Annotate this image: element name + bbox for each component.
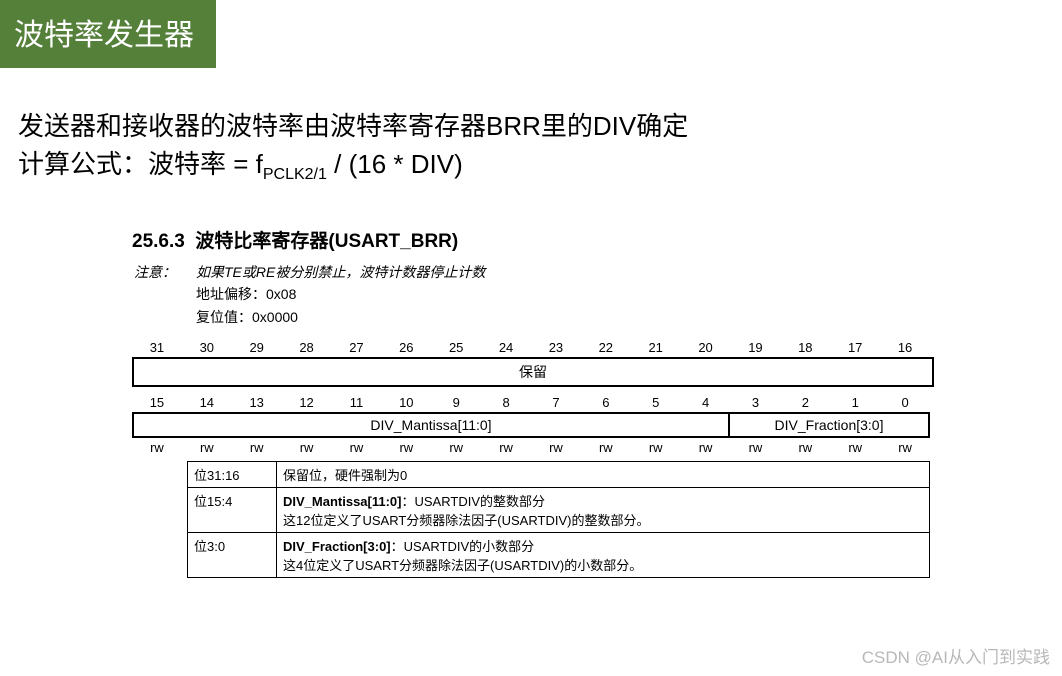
body-text: 发送器和接收器的波特率由波特率寄存器BRR里的DIV确定 计算公式：波特率 = …: [18, 108, 1062, 186]
rw-row: rwrwrwrwrwrwrwrwrwrwrwrwrwrwrwrw: [132, 438, 930, 457]
bits-col: 位31:16: [188, 462, 277, 488]
bit-cell: 30: [182, 338, 232, 357]
register-notes: 注意： 如果TE或RE被分别禁止，波特计数器停止计数 地址偏移：0x08 复位值…: [134, 261, 930, 328]
bit-cell: rw: [780, 438, 830, 457]
bit-cell: rw: [481, 438, 531, 457]
bit-cell: 8: [481, 393, 531, 412]
bit-cell: rw: [581, 438, 631, 457]
bit-cell: rw: [631, 438, 681, 457]
bits-col: 位15:4: [188, 488, 277, 533]
bit-cell: rw: [232, 438, 282, 457]
bit-cell: rw: [282, 438, 332, 457]
bit-cell: 0: [880, 393, 930, 412]
bit-cell: 22: [581, 338, 631, 357]
bit-cell: 15: [132, 393, 182, 412]
bit-cell: rw: [681, 438, 731, 457]
bit-cell: rw: [182, 438, 232, 457]
notes-label: 注意：: [134, 261, 196, 328]
bit-cell: 23: [531, 338, 581, 357]
bit-cell: 19: [731, 338, 781, 357]
field-row: DIV_Mantissa[11:0] DIV_Fraction[3:0]: [132, 412, 930, 438]
bit-cell: rw: [431, 438, 481, 457]
desc-col: 保留位，硬件强制为0: [277, 462, 930, 488]
desc-col: DIV_Mantissa[11:0]：USARTDIV的整数部分这12位定义了U…: [277, 488, 930, 533]
desc-col: DIV_Fraction[3:0]：USARTDIV的小数部分这4位定义了USA…: [277, 533, 930, 578]
bits-lo-row: 1514131211109876543210: [132, 393, 930, 412]
reserved-label: 保留: [134, 362, 932, 382]
title-banner: 波特率发生器: [0, 0, 216, 68]
bit-cell: 10: [381, 393, 431, 412]
mantissa-box: DIV_Mantissa[11:0]: [132, 412, 730, 438]
body-line2: 计算公式：波特率 = fPCLK2/1 / (16 * DIV): [18, 146, 1062, 186]
bit-cell: 7: [531, 393, 581, 412]
body-line1: 发送器和接收器的波特率由波特率寄存器BRR里的DIV确定: [18, 108, 1062, 146]
reserved-box: 保留: [132, 357, 934, 387]
bit-cell: 9: [431, 393, 481, 412]
bit-cell: rw: [731, 438, 781, 457]
note-1: 如果TE或RE被分别禁止，波特计数器停止计数: [196, 261, 485, 283]
bit-cell: 2: [780, 393, 830, 412]
register-block: 25.6.3 波特比率寄存器(USART_BRR) 注意： 如果TE或RE被分别…: [132, 226, 930, 578]
bit-cell: 18: [780, 338, 830, 357]
bit-cell: rw: [132, 438, 182, 457]
bit-cell: 13: [232, 393, 282, 412]
bit-cell: 5: [631, 393, 681, 412]
formula-suffix: / (16 * DIV): [327, 149, 463, 179]
bit-cell: 20: [681, 338, 731, 357]
bit-cell: 26: [381, 338, 431, 357]
watermark: CSDN @AI从入门到实践: [862, 643, 1050, 668]
bit-cell: 16: [880, 338, 930, 357]
notes-body: 如果TE或RE被分别禁止，波特计数器停止计数 地址偏移：0x08 复位值：0x0…: [196, 261, 485, 328]
heading-number: 25.6.3: [132, 231, 185, 252]
bits-hi-row: 31302928272625242322212019181716: [132, 338, 930, 357]
fraction-box: DIV_Fraction[3:0]: [730, 412, 930, 438]
bit-cell: 3: [731, 393, 781, 412]
bit-cell: 6: [581, 393, 631, 412]
bit-cell: 27: [332, 338, 382, 357]
bits-col: 位3:0: [188, 533, 277, 578]
bit-cell: 25: [431, 338, 481, 357]
bit-cell: rw: [531, 438, 581, 457]
formula-sub: PCLK2/1: [263, 166, 327, 183]
bit-cell: 11: [332, 393, 382, 412]
table-row: 位15:4DIV_Mantissa[11:0]：USARTDIV的整数部分这12…: [188, 488, 930, 533]
bit-cell: 31: [132, 338, 182, 357]
register-heading: 25.6.3 波特比率寄存器(USART_BRR): [132, 226, 930, 253]
bit-cell: 14: [182, 393, 232, 412]
note-2: 地址偏移：0x08: [196, 283, 485, 305]
note-3: 复位值：0x0000: [196, 306, 485, 328]
bit-cell: rw: [381, 438, 431, 457]
formula-prefix: 计算公式：波特率 = f: [18, 149, 263, 179]
table-row: 位3:0DIV_Fraction[3:0]：USARTDIV的小数部分这4位定义…: [188, 533, 930, 578]
bit-cell: 1: [830, 393, 880, 412]
bit-cell: 28: [282, 338, 332, 357]
bit-cell: 4: [681, 393, 731, 412]
bit-cell: rw: [830, 438, 880, 457]
bit-diagram: 31302928272625242322212019181716 保留 1514…: [132, 338, 930, 457]
bit-cell: 12: [282, 393, 332, 412]
bit-cell: rw: [332, 438, 382, 457]
description-table: 位31:16保留位，硬件强制为0位15:4DIV_Mantissa[11:0]：…: [187, 461, 930, 578]
bit-cell: rw: [880, 438, 930, 457]
bit-cell: 29: [232, 338, 282, 357]
table-row: 位31:16保留位，硬件强制为0: [188, 462, 930, 488]
bit-cell: 17: [830, 338, 880, 357]
heading-text: 波特比率寄存器(USART_BRR): [195, 231, 458, 252]
bit-cell: 21: [631, 338, 681, 357]
bit-cell: 24: [481, 338, 531, 357]
